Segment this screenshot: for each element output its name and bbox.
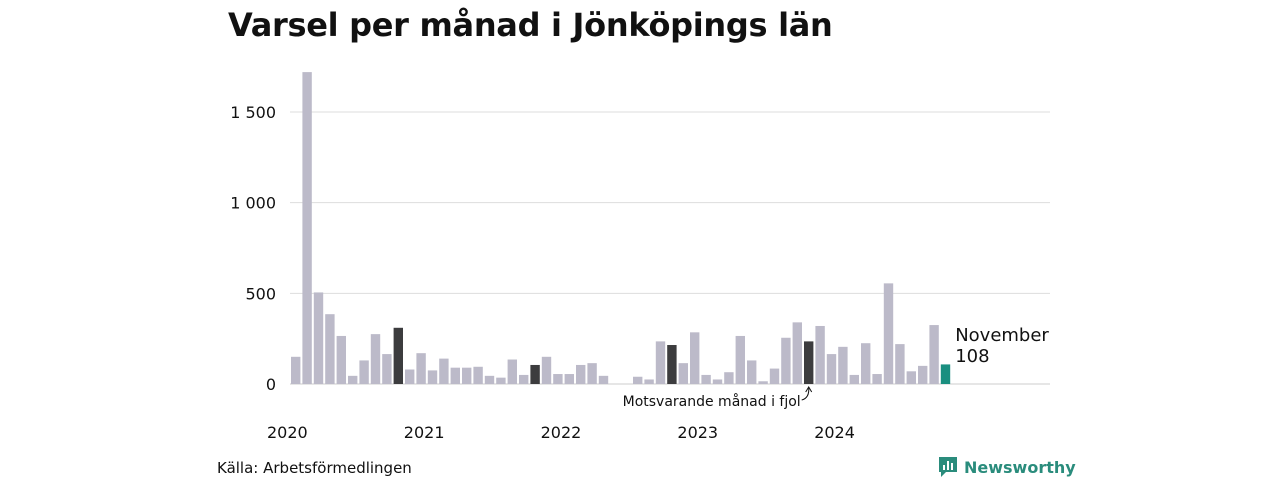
bar (906, 371, 916, 384)
bar (462, 367, 472, 384)
bar (450, 367, 460, 384)
x-tick-label: 2020 (267, 423, 308, 442)
bar (393, 327, 403, 384)
bar (883, 283, 894, 384)
bar (519, 374, 529, 384)
bar (348, 375, 358, 384)
bar (849, 374, 859, 384)
y-tick-label: 0 (266, 375, 276, 394)
bar (382, 354, 392, 384)
current-value-label: 108 (955, 346, 989, 367)
y-tick-label: 1 500 (230, 103, 276, 122)
bar (405, 369, 415, 384)
bar (439, 358, 449, 384)
annotation-arrowhead (805, 386, 813, 393)
bar (644, 379, 654, 384)
bar-chart: 0 500 1 000 1 500 2020 2021 2022 2023 2024 Motsva… (230, 72, 1050, 442)
bar (370, 334, 381, 384)
bar (735, 335, 745, 384)
bar (576, 364, 586, 384)
bar (416, 353, 426, 384)
bar (929, 325, 939, 384)
bar (484, 375, 495, 384)
bar (747, 360, 757, 384)
bar (712, 379, 723, 384)
bar (541, 356, 552, 384)
bar (895, 344, 905, 384)
bar (313, 292, 324, 384)
x-tick-label: 2021 (404, 423, 445, 442)
bar (861, 343, 871, 384)
bar (918, 365, 928, 384)
source-note: Källa: Arbetsförmedlingen (217, 459, 412, 477)
annotation-label: Motsvarande månad i fjol (623, 393, 801, 410)
bar (655, 341, 666, 384)
bar (872, 374, 882, 384)
bar (530, 364, 540, 384)
bar (359, 360, 369, 384)
bar (336, 335, 346, 384)
bar (724, 372, 734, 384)
y-tick-label: 500 (245, 284, 276, 303)
bar (427, 370, 438, 384)
bar (838, 346, 848, 384)
bar (598, 375, 609, 384)
bar (473, 366, 483, 384)
bar (678, 363, 688, 384)
x-tick-label: 2024 (814, 423, 855, 442)
chart-title: Varsel per månad i Jönköpings län (228, 6, 833, 44)
x-tick-label: 2022 (541, 423, 582, 442)
bar (496, 377, 506, 384)
newsworthy-logo-icon (939, 457, 957, 477)
bar (291, 356, 301, 384)
bar (940, 364, 951, 384)
bar (701, 374, 711, 384)
bar (826, 354, 837, 384)
bar (587, 363, 597, 384)
bar (302, 72, 312, 385)
bar (633, 376, 643, 384)
bar (792, 322, 802, 384)
annotation-arrow (801, 386, 810, 401)
bar (325, 314, 335, 384)
brand-name: Newsworthy (964, 457, 1076, 477)
x-tick-label: 2023 (677, 423, 718, 442)
bar (667, 345, 677, 384)
bar (804, 341, 814, 384)
bar (781, 337, 791, 384)
current-month-label: November (955, 325, 1049, 346)
bar (690, 332, 700, 384)
bar (815, 325, 825, 384)
bar (758, 381, 768, 384)
brand: Newsworthy (938, 456, 1076, 478)
bar (769, 368, 780, 384)
bar (553, 374, 563, 384)
y-tick-label: 1 000 (230, 194, 276, 213)
bar (507, 359, 517, 384)
bar (564, 374, 574, 384)
